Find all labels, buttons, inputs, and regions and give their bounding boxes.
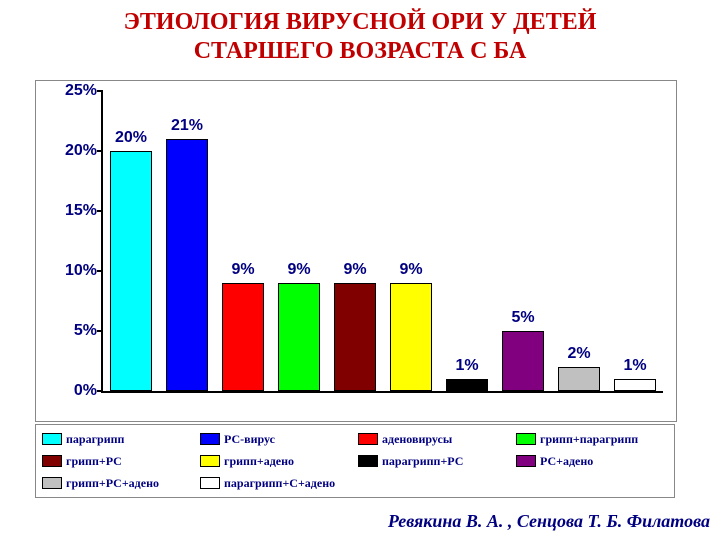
legend-swatch	[200, 477, 220, 489]
bar-slot: 1%	[439, 91, 495, 391]
legend-item: грипп+адено	[200, 451, 352, 471]
chart-frame: 0%5%10%15%20%25%20%21%9%9%9%9%1%5%2%1%	[35, 80, 677, 422]
bar	[446, 379, 488, 391]
credit-line: Ревякина В. А. , Сенцова Т. Б. Филатова	[388, 511, 710, 532]
legend-item: парагрипп	[42, 429, 194, 449]
legend-swatch	[42, 477, 62, 489]
bar-value-label: 21%	[171, 117, 203, 135]
bar	[390, 283, 432, 391]
bar-slot: 9%	[383, 91, 439, 391]
legend-swatch	[358, 455, 378, 467]
chart-title: ЭТИОЛОГИЯ ВИРУСНОЙ ОРИ У ДЕТЕЙ СТАРШЕГО …	[0, 8, 720, 66]
legend-label: парагрипп+С+адено	[224, 476, 335, 491]
bar	[614, 379, 656, 391]
bar-value-label: 20%	[115, 129, 147, 147]
legend-label: грипп+парагрипп	[540, 432, 638, 447]
bar	[110, 151, 152, 391]
legend-label: аденовирусы	[382, 432, 452, 447]
legend-swatch	[516, 455, 536, 467]
bar	[278, 283, 320, 391]
bar-slot: 20%	[103, 91, 159, 391]
bar-slot: 2%	[551, 91, 607, 391]
legend-item: грипп+РС+адено	[42, 473, 194, 493]
bar-slot: 21%	[159, 91, 215, 391]
legend-swatch	[200, 433, 220, 445]
legend: парагрипп РС-вирус аденовирусы грипп+парагр…	[35, 424, 675, 498]
bar-value-label: 1%	[455, 357, 478, 375]
legend-swatch	[42, 455, 62, 467]
bar-value-label: 9%	[343, 261, 366, 279]
legend-swatch	[516, 433, 536, 445]
bar	[502, 331, 544, 391]
bar-slot: 9%	[327, 91, 383, 391]
bar	[222, 283, 264, 391]
legend-swatch	[200, 455, 220, 467]
legend-item: аденовирусы	[358, 429, 510, 449]
legend-item: парагрипп+РС	[358, 451, 510, 471]
bar-value-label: 9%	[231, 261, 254, 279]
legend-label: парагрипп+РС	[382, 454, 463, 469]
bar-value-label: 5%	[511, 309, 534, 327]
bar	[166, 139, 208, 391]
bar-slot: 9%	[215, 91, 271, 391]
legend-label: грипп+РС	[66, 454, 122, 469]
bar-slot: 5%	[495, 91, 551, 391]
legend-swatch	[42, 433, 62, 445]
legend-label: парагрипп	[66, 432, 124, 447]
legend-swatch	[358, 433, 378, 445]
legend-label: грипп+адено	[224, 454, 294, 469]
legend-label: РС-вирус	[224, 432, 275, 447]
bar-slot: 1%	[607, 91, 663, 391]
legend-item: грипп+РС	[42, 451, 194, 471]
bar-value-label: 9%	[399, 261, 422, 279]
legend-label: РС+адено	[540, 454, 593, 469]
legend-item: РС+адено	[516, 451, 668, 471]
bar-value-label: 2%	[567, 345, 590, 363]
bar-value-label: 1%	[623, 357, 646, 375]
bar-value-label: 9%	[287, 261, 310, 279]
bar	[558, 367, 600, 391]
bar-slot: 9%	[271, 91, 327, 391]
legend-item: парагрипп+С+адено	[200, 473, 352, 493]
plot-area: 0%5%10%15%20%25%20%21%9%9%9%9%1%5%2%1%	[101, 91, 663, 393]
legend-label: грипп+РС+адено	[66, 476, 159, 491]
bar	[334, 283, 376, 391]
legend-item: грипп+парагрипп	[516, 429, 668, 449]
slide: ЭТИОЛОГИЯ ВИРУСНОЙ ОРИ У ДЕТЕЙ СТАРШЕГО …	[0, 0, 720, 540]
legend-item: РС-вирус	[200, 429, 352, 449]
